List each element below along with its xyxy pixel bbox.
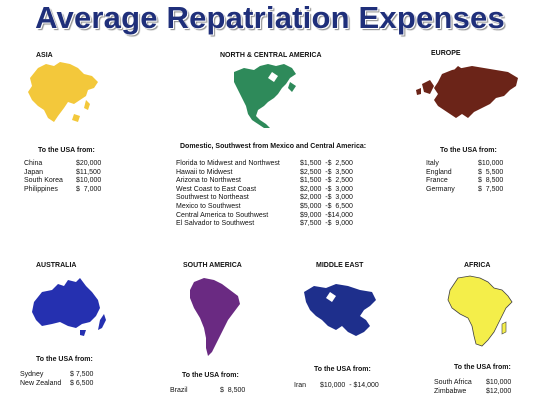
- place-label: France: [426, 177, 448, 185]
- table-row: West Coast to East Coast $2,000 -$ 3,000: [176, 186, 353, 195]
- africa-rows: South Africa $10,000 Zimbabwe $12,000: [434, 379, 511, 396]
- table-row: New Zealand $ 6,500: [20, 380, 93, 389]
- cost-value: $ 8,500: [478, 177, 504, 185]
- cost-value: $1,500 -$ 2,500: [300, 177, 353, 185]
- table-row: Arizona to Northwest $1,500 -$ 2,500: [176, 177, 353, 186]
- place-label: Sydney: [20, 371, 44, 378]
- asia-rows: China $20,000 Japan $11,500 South Korea $10…: [24, 160, 101, 194]
- cost-value: $2,000 -$ 3,000: [300, 185, 353, 193]
- table-row: England $ 5,500: [426, 169, 503, 178]
- cost-value: $ 8,500: [220, 387, 246, 394]
- table-row: Brazil $ 8,500: [170, 387, 245, 396]
- table-row: Japan $11,500: [24, 169, 101, 178]
- table-row: Philippines $ 7,000: [24, 186, 101, 195]
- cost-value: $9,000 -$14,000: [300, 211, 353, 219]
- region-label-middle-east: MIDDLE EAST: [316, 262, 364, 269]
- middle-east-rows: Iran $10,000 - $14,000: [294, 382, 379, 391]
- cost-value: $10,000 - $14,000: [320, 382, 379, 389]
- asia-subhead: To the USA from:: [38, 147, 95, 154]
- australia-map: [30, 276, 108, 338]
- cost-value: $ 7,000: [76, 185, 102, 193]
- region-label-asia: ASIA: [36, 52, 53, 59]
- table-row: South Africa $10,000: [434, 379, 511, 388]
- table-row: El Salvador to Southwest $7,500 -$ 9,000: [176, 220, 353, 229]
- place-label: Hawaii to Midwest: [176, 168, 233, 176]
- table-row: Iran $10,000 - $14,000: [294, 382, 379, 391]
- region-label-south-america: SOUTH AMERICA: [183, 262, 242, 269]
- place-label: West Coast to East Coast: [176, 185, 257, 193]
- table-row: South Korea $10,000: [24, 177, 101, 186]
- cost-value: $12,000: [486, 387, 512, 395]
- north-central-america-map: [228, 62, 300, 132]
- cost-value: $2,500 -$ 3,500: [300, 168, 353, 176]
- place-label: El Salvador to Southwest: [176, 220, 255, 228]
- africa-subhead: To the USA from:: [454, 364, 511, 371]
- table-row: France $ 8,500: [426, 177, 503, 186]
- south-america-rows: Brazil $ 8,500: [170, 387, 245, 396]
- place-label: New Zealand: [20, 379, 62, 387]
- place-label: England: [426, 168, 452, 176]
- africa-map: [446, 274, 514, 348]
- region-label-europe: EUROPE: [431, 50, 461, 57]
- cost-value: $5,000 -$ 6,500: [300, 202, 353, 210]
- cost-value: $ 7,500: [478, 185, 504, 193]
- place-label: Southwest to Northeast: [176, 194, 249, 202]
- table-row: Zimbabwe $12,000: [434, 388, 511, 397]
- region-label-north-central-america: NORTH & CENTRAL AMERICA: [220, 52, 322, 59]
- place-label: Germany: [426, 185, 455, 193]
- place-label: Arizona to Northwest: [176, 177, 241, 185]
- cost-value: $10,000: [478, 160, 504, 167]
- south-america-map: [188, 276, 242, 358]
- place-label: China: [24, 160, 43, 167]
- cost-value: $2,000 -$ 3,000: [300, 194, 353, 202]
- middle-east-map: [302, 282, 378, 340]
- europe-rows: Italy $10,000 England $ 5,500 France $ 8,50…: [426, 160, 503, 194]
- cost-value: $10,000: [486, 379, 512, 386]
- cost-value: $7,500 -$ 9,000: [300, 220, 353, 228]
- cost-value: $ 7,500: [70, 371, 94, 378]
- table-row: Germany $ 7,500: [426, 186, 503, 195]
- cost-value: $20,000: [76, 160, 102, 167]
- place-label: South Korea: [24, 177, 63, 185]
- region-label-australia: AUSTRALIA: [36, 262, 77, 269]
- table-row: Hawaii to Midwest $2,500 -$ 3,500: [176, 169, 353, 178]
- australia-subhead: To the USA from:: [36, 356, 93, 363]
- table-row: China $20,000: [24, 160, 101, 169]
- place-label: Japan: [24, 168, 44, 176]
- table-row: Florida to Midwest and Northwest $1,500 -…: [176, 160, 353, 169]
- table-row: Central America to Southwest $9,000 -$14,…: [176, 212, 353, 221]
- middle-east-subhead: To the USA from:: [314, 366, 371, 373]
- place-label: Iran: [294, 382, 307, 389]
- place-label: Florida to Midwest and Northwest: [176, 160, 280, 167]
- europe-map: [412, 64, 522, 124]
- place-label: South Africa: [434, 379, 472, 386]
- north-central-america-subhead: Domestic, Southwest from Mexico and Cent…: [180, 143, 367, 150]
- table-row: Southwest to Northeast $2,000 -$ 3,000: [176, 194, 353, 203]
- table-row: Sydney $ 7,500: [20, 371, 93, 380]
- cost-value: $1,500 -$ 2,500: [300, 160, 353, 167]
- europe-subhead: To the USA from:: [440, 147, 497, 154]
- cost-value: $ 5,500: [478, 168, 504, 176]
- cost-value: $ 6,500: [70, 379, 94, 387]
- south-america-subhead: To the USA from:: [182, 372, 239, 379]
- cost-value: $10,000: [76, 177, 102, 185]
- place-label: Zimbabwe: [434, 387, 467, 395]
- australia-rows: Sydney $ 7,500 New Zealand $ 6,500: [20, 371, 93, 388]
- north-central-america-rows: Florida to Midwest and Northwest $1,500 -…: [176, 160, 353, 229]
- asia-map: [24, 60, 102, 128]
- place-label: Italy: [426, 160, 439, 167]
- place-label: Mexico to Southwest: [176, 202, 241, 210]
- cost-value: $11,500: [76, 168, 101, 176]
- page-title: Average Repatriation Expenses: [35, 0, 505, 35]
- place-label: Central America to Southwest: [176, 211, 269, 219]
- table-row: Mexico to Southwest $5,000 -$ 6,500: [176, 203, 353, 212]
- table-row: Italy $10,000: [426, 160, 503, 169]
- place-label: Brazil: [170, 387, 188, 394]
- place-label: Philippines: [24, 185, 58, 193]
- region-label-africa: AFRICA: [464, 262, 491, 269]
